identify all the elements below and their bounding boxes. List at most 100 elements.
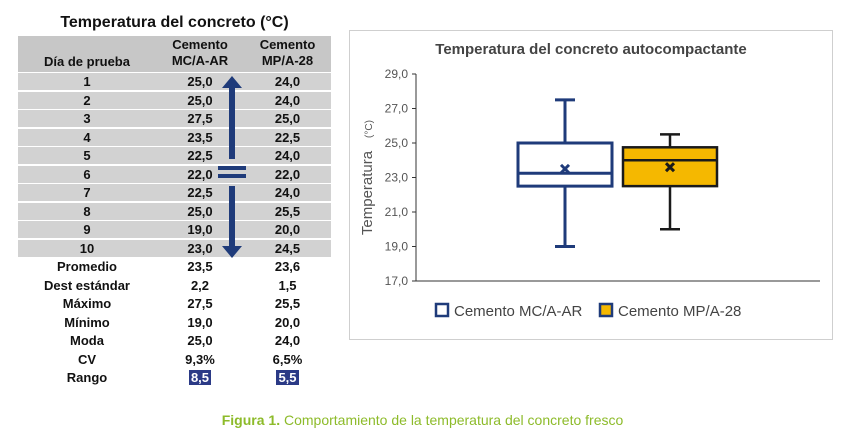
table-row: 10 23,0 24,5 [18, 239, 331, 257]
table-cell: 24,0 [274, 185, 301, 200]
legend-label: Cemento MC/A-AR [454, 303, 583, 320]
stats-row: Rango 8,5 5,5 [18, 369, 331, 387]
caption-prefix: Figura 1. [221, 412, 281, 428]
y-tick-label: 25,0 [385, 136, 409, 150]
stats-cell: Máximo [62, 296, 112, 311]
stats-cell-wrap: Máximo [18, 295, 156, 313]
stats-cell-wrap: 19,0 [156, 314, 244, 332]
stats-cell-wrap: 9,3% [156, 351, 244, 369]
table-row: 3 27,5 25,0 [18, 110, 331, 127]
y-tick-label: 29,0 [385, 67, 409, 81]
table-cell: 2 [83, 92, 91, 108]
stats-row: Promedio 23,5 23,6 [18, 258, 331, 276]
header-day: Día de prueba [44, 54, 130, 69]
table-row: 8 25,0 25,5 [18, 202, 331, 220]
legend-label: Cemento MP/A-28 [618, 303, 741, 320]
stats-row: Mínimo 19,0 20,0 [18, 314, 331, 332]
caption-text: Comportamiento de la temperatura del con… [280, 412, 624, 428]
stats-cell: Mínimo [64, 314, 110, 330]
table-row: 4 23,5 22,5 [18, 128, 331, 146]
stats-cell: 25,0 [187, 333, 213, 348]
stats-cell-wrap: 23,6 [244, 258, 331, 276]
stats-row: Dest estándar 2,2 1,5 [18, 277, 331, 295]
stats-cell: 19,0 [187, 314, 213, 330]
table-row: 7 22,5 24,0 [18, 184, 331, 201]
stats-cell: Promedio [57, 259, 117, 274]
stats-cell: 5,5 [276, 370, 299, 385]
table-cell: 24,0 [274, 148, 301, 163]
y-tick-label: 19,0 [385, 240, 409, 254]
stats-cell: CV [77, 351, 97, 367]
stats-row: Máximo 27,5 25,5 [18, 295, 331, 313]
table-cell: 25,0 [187, 74, 213, 89]
legend-swatch [434, 302, 450, 318]
stats-cell-wrap: 25,5 [244, 295, 331, 313]
stats-cell: 8,5 [188, 370, 212, 385]
stats-cell: 1,5 [278, 277, 297, 293]
table-cell: 25,0 [187, 203, 213, 219]
mean-marker [559, 163, 571, 174]
table-row: 6 22,0 22,0 [18, 165, 331, 183]
y-tick-label: 27,0 [385, 102, 409, 116]
y-tick-label: 21,0 [385, 205, 409, 219]
table-cell: 24,0 [274, 92, 301, 108]
chart-title: Temperatura del concreto autocompactante [435, 41, 746, 58]
stats-cell: Dest estándar [44, 277, 130, 293]
stats-cell-wrap: 6,5% [244, 351, 331, 369]
stats-cell: Rango [66, 370, 108, 385]
table-cell: 10 [79, 240, 95, 256]
stats-cell-wrap: 8,5 [156, 369, 244, 387]
stats-cell-wrap: Promedio [18, 258, 156, 276]
stats-cell-wrap: 20,0 [244, 314, 331, 332]
table-cell: 24,5 [274, 240, 301, 256]
table-cell: 23,5 [187, 129, 213, 145]
table-cell: 1 [83, 74, 91, 89]
mean-marker [664, 162, 676, 173]
y-axis-unit: (°C) [364, 120, 375, 138]
table-cell: 22,5 [187, 185, 213, 200]
table-cell: 3 [83, 111, 91, 126]
table-row: 9 19,0 20,0 [18, 221, 331, 238]
table-row: 1 25,0 24,0 [18, 73, 331, 90]
table-cell: 22,5 [274, 129, 301, 145]
table-row: 5 22,5 24,0 [18, 147, 331, 164]
stats-row: Moda 25,0 24,0 [18, 332, 331, 350]
stats-cell-wrap: 23,5 [156, 258, 244, 276]
table-cell: 25,0 [187, 92, 213, 108]
stats-cell: 27,5 [187, 296, 213, 311]
stats-cell-wrap: Moda [18, 332, 156, 350]
stats-cell: Moda [70, 333, 104, 348]
stats-cell-wrap: CV [18, 351, 156, 369]
y-tick-label: 23,0 [385, 171, 409, 185]
header-cement-2: Cemento MP/A-28 [259, 37, 316, 68]
table-cell: 22,0 [274, 166, 301, 182]
stats-cell: 20,0 [274, 314, 301, 330]
table-header: Día de prueba Cemento MC/A-AR Cemento MP… [18, 36, 331, 72]
table-cell: 4 [83, 129, 91, 145]
stats-cell-wrap: Mínimo [18, 314, 156, 332]
stats-cell-wrap: Dest estándar [18, 277, 156, 295]
header-cement-1: Cemento MC/A-AR [171, 37, 229, 68]
stats-cell-wrap: 24,0 [244, 332, 331, 350]
table-cell: 23,0 [187, 240, 213, 256]
table-cell: 9 [83, 222, 91, 237]
stats-cell: 23,6 [274, 259, 301, 274]
box-iqr [516, 141, 614, 188]
stats-cell-wrap: 2,2 [156, 277, 244, 295]
table-cell: 27,5 [187, 111, 213, 126]
table-cell: 5 [83, 148, 91, 163]
table-cell: 25,0 [274, 111, 301, 126]
table-cell: 19,0 [187, 222, 213, 237]
table-cell: 6 [83, 166, 91, 182]
table-cell: 24,0 [274, 74, 301, 89]
table-cell: 20,0 [274, 222, 301, 237]
stats-cell: 6,5% [272, 351, 303, 367]
stats-cell: 2,2 [190, 277, 210, 293]
table-cell: 25,5 [274, 203, 301, 219]
chart-legend: Cemento MC/A-AR Cemento MP/A-28 [434, 302, 741, 320]
boxplot-chart: Temperatura del concreto autocompactante… [349, 30, 833, 340]
stats-cell-wrap: Rango [18, 369, 156, 387]
stats-cell-wrap: 25,0 [156, 332, 244, 350]
stats-cell-wrap: 1,5 [244, 277, 331, 295]
